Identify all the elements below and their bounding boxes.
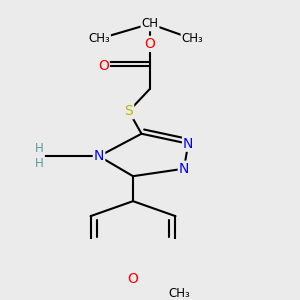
Text: O: O bbox=[98, 59, 109, 73]
Text: S: S bbox=[124, 104, 133, 118]
Text: CH₃: CH₃ bbox=[182, 32, 203, 45]
Text: N: N bbox=[94, 149, 104, 163]
Text: CH: CH bbox=[142, 17, 158, 30]
Text: N: N bbox=[179, 162, 189, 176]
Text: H
H: H H bbox=[35, 142, 44, 170]
Text: O: O bbox=[145, 37, 155, 51]
Text: N: N bbox=[183, 137, 194, 151]
Text: CH₃: CH₃ bbox=[88, 32, 110, 45]
Text: O: O bbox=[128, 272, 139, 286]
Text: CH₃: CH₃ bbox=[169, 287, 190, 300]
